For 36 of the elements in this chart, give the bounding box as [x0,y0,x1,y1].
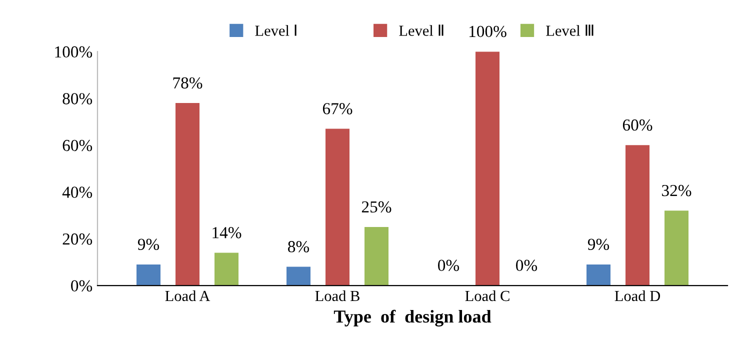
bar [364,227,388,286]
bar [136,264,160,286]
legend-label: Level Ⅱ [399,24,444,36]
text: 9% [588,238,610,250]
bar [214,252,238,286]
bar [586,264,610,286]
text: 25% [362,201,392,213]
text: 9% [138,238,160,250]
bar [664,210,688,286]
text: 32% [662,184,692,196]
text: 0% [516,260,538,272]
y-tick-label: 20% [62,233,92,245]
text: 8% [288,241,310,252]
bar [476,52,500,286]
x-axis-title: Type of design load [334,310,492,326]
text: 60% [622,119,652,131]
x-tick-label: Load D [614,290,660,302]
y-tick-label: 0% [71,280,92,292]
text: 67% [322,103,352,114]
x-tick-label: Load C [465,290,510,302]
legend-label: Level Ⅲ [546,24,594,36]
bar [626,145,650,286]
y-tick-label: 80% [62,93,92,104]
y-tick-label: 100% [55,46,92,58]
text: 14% [212,227,242,238]
text: 100% [470,26,506,38]
y-tick-label: 60% [62,140,92,152]
bar [286,266,310,286]
bar [326,128,350,286]
text: 0% [438,260,460,272]
y-tick-label: 40% [62,186,92,198]
legend-label: Level Ⅰ [255,24,296,36]
bar [176,103,200,286]
x-tick-label: Load B [315,290,360,302]
text: 78% [173,77,202,89]
x-tick-label: Load A [165,290,210,302]
